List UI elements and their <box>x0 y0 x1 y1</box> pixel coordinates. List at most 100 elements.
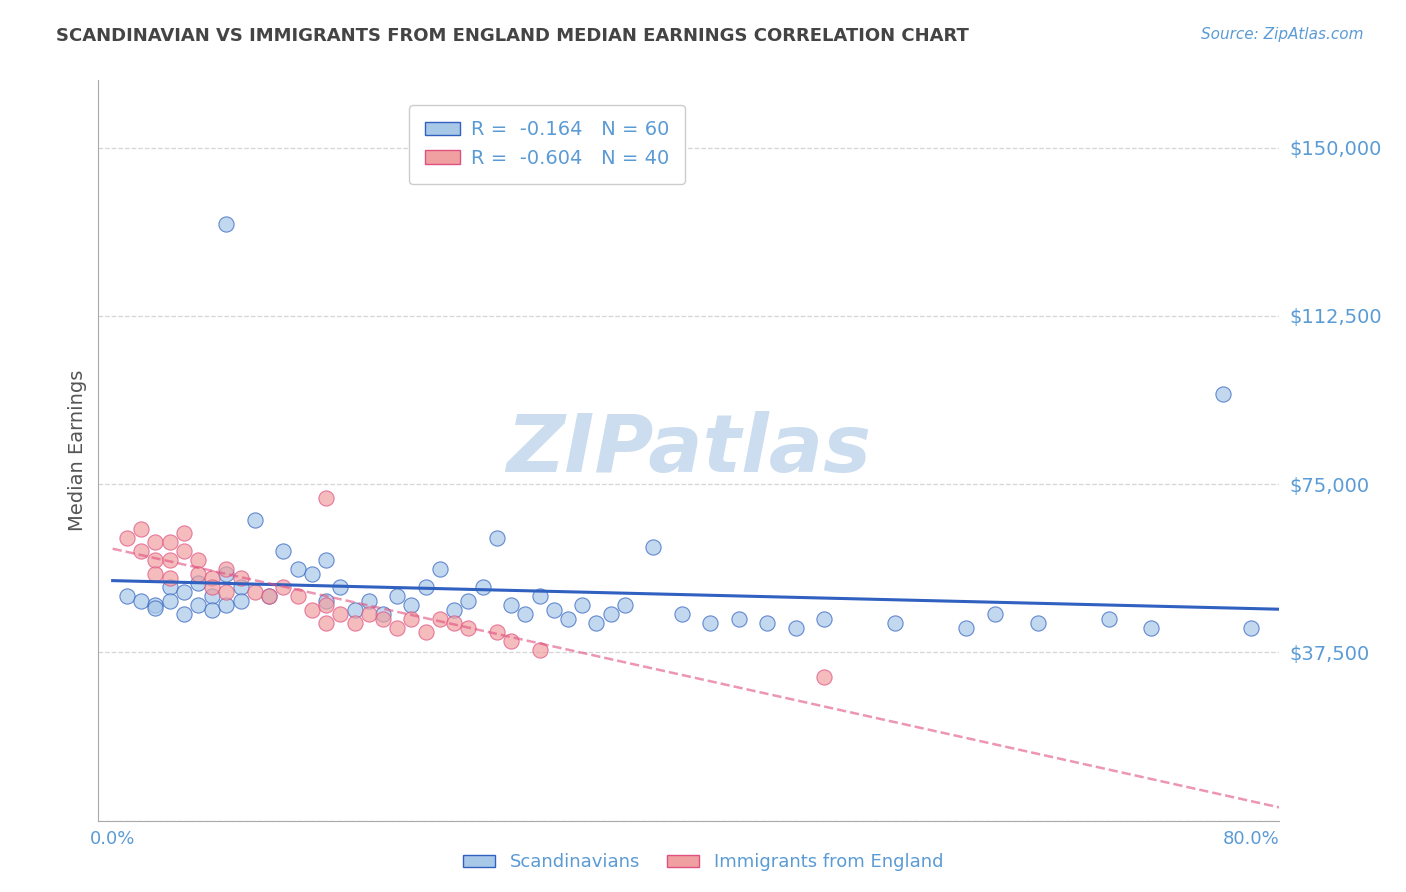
Point <box>229 594 252 608</box>
Point <box>515 607 537 622</box>
Point <box>315 616 337 631</box>
Point <box>159 553 181 567</box>
Point <box>229 580 252 594</box>
Point <box>813 670 835 684</box>
Point <box>1140 621 1163 635</box>
Legend: R =  -0.164   N = 60, R =  -0.604   N = 40: R = -0.164 N = 60, R = -0.604 N = 40 <box>409 104 685 184</box>
Point <box>215 599 238 613</box>
Point <box>173 544 195 558</box>
Point <box>273 544 295 558</box>
Point <box>371 612 394 626</box>
Point <box>315 553 337 567</box>
Point <box>143 566 166 581</box>
Point <box>671 607 693 622</box>
Point <box>215 566 238 581</box>
Point <box>187 553 209 567</box>
Point <box>287 562 309 576</box>
Point <box>371 607 394 622</box>
Point <box>571 599 593 613</box>
Point <box>1098 612 1121 626</box>
Point <box>215 584 238 599</box>
Point <box>387 589 409 603</box>
Point <box>357 607 380 622</box>
Point <box>955 621 977 635</box>
Point <box>329 580 352 594</box>
Point <box>415 580 437 594</box>
Point <box>143 599 166 613</box>
Point <box>315 594 337 608</box>
Point <box>699 616 721 631</box>
Point <box>187 575 209 590</box>
Point <box>215 562 238 576</box>
Point <box>471 580 494 594</box>
Point <box>201 571 224 585</box>
Point <box>159 571 181 585</box>
Point <box>343 616 366 631</box>
Point <box>499 599 522 613</box>
Point <box>115 531 138 545</box>
Point <box>457 594 479 608</box>
Point <box>129 594 152 608</box>
Point <box>443 616 465 631</box>
Point <box>485 531 508 545</box>
Point <box>187 566 209 581</box>
Point <box>401 599 423 613</box>
Point <box>173 584 195 599</box>
Point <box>884 616 907 631</box>
Point <box>243 513 266 527</box>
Point <box>129 544 152 558</box>
Point <box>429 612 451 626</box>
Point <box>273 580 295 594</box>
Point <box>115 589 138 603</box>
Point <box>143 553 166 567</box>
Point <box>187 599 209 613</box>
Point <box>215 217 238 231</box>
Text: Source: ZipAtlas.com: Source: ZipAtlas.com <box>1201 27 1364 42</box>
Y-axis label: Median Earnings: Median Earnings <box>69 370 87 531</box>
Point <box>387 621 409 635</box>
Point <box>457 621 479 635</box>
Point <box>401 612 423 626</box>
Point <box>159 594 181 608</box>
Point <box>201 580 224 594</box>
Point <box>643 540 665 554</box>
Point <box>343 603 366 617</box>
Point <box>557 612 579 626</box>
Point <box>585 616 607 631</box>
Point <box>315 491 337 505</box>
Point <box>329 607 352 622</box>
Point <box>159 535 181 549</box>
Point <box>485 625 508 640</box>
Point <box>173 607 195 622</box>
Point <box>129 522 152 536</box>
Point <box>243 584 266 599</box>
Point <box>599 607 621 622</box>
Text: ZIPatlas: ZIPatlas <box>506 411 872 490</box>
Point <box>756 616 779 631</box>
Legend: Scandinavians, Immigrants from England: Scandinavians, Immigrants from England <box>456 847 950 879</box>
Point <box>429 562 451 576</box>
Point <box>1212 387 1234 401</box>
Point <box>201 603 224 617</box>
Point <box>201 589 224 603</box>
Text: SCANDINAVIAN VS IMMIGRANTS FROM ENGLAND MEDIAN EARNINGS CORRELATION CHART: SCANDINAVIAN VS IMMIGRANTS FROM ENGLAND … <box>56 27 969 45</box>
Point <box>813 612 835 626</box>
Point <box>415 625 437 640</box>
Point <box>315 599 337 613</box>
Point <box>613 599 636 613</box>
Point <box>785 621 807 635</box>
Point <box>159 580 181 594</box>
Point <box>301 566 323 581</box>
Point <box>529 643 551 657</box>
Point <box>257 589 280 603</box>
Point <box>529 589 551 603</box>
Point <box>173 526 195 541</box>
Point <box>727 612 749 626</box>
Point <box>301 603 323 617</box>
Point <box>443 603 465 617</box>
Point <box>1026 616 1049 631</box>
Point <box>357 594 380 608</box>
Point <box>287 589 309 603</box>
Point <box>257 589 280 603</box>
Point <box>143 600 166 615</box>
